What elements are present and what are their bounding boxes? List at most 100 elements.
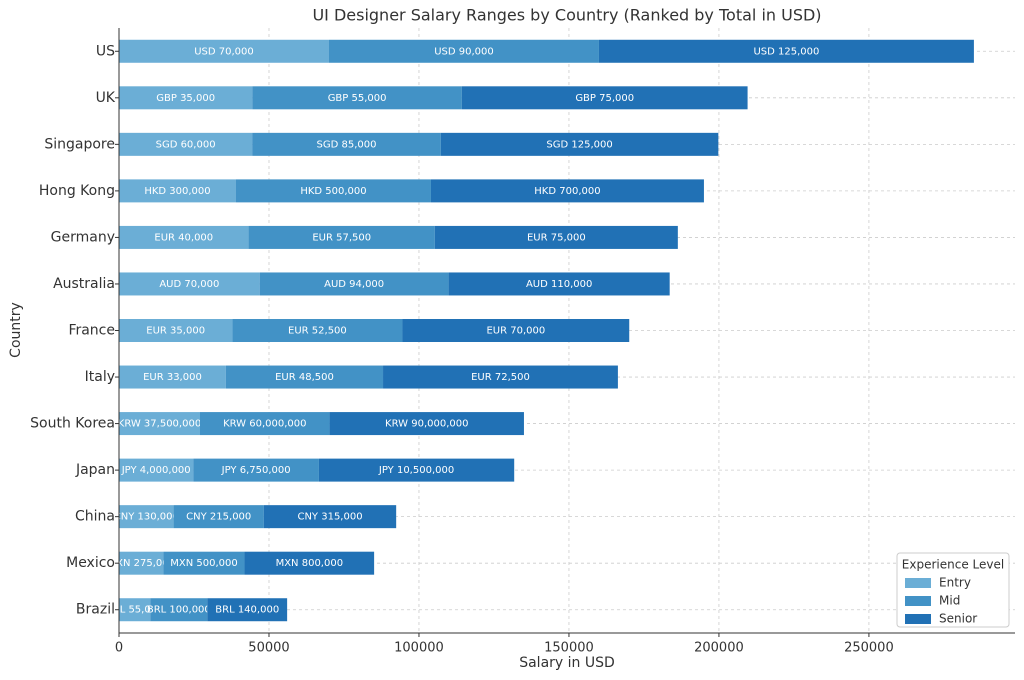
y-tick-label: Brazil: [76, 602, 115, 618]
value-label: HKD 500,000: [300, 186, 366, 197]
value-label: BRL 100,000: [147, 605, 211, 616]
bar-segment: [119, 319, 233, 342]
value-label: USD 125,000: [753, 46, 819, 57]
y-tick-label: US: [96, 43, 115, 59]
bar-segment: [119, 132, 253, 156]
y-tick-label: France: [68, 323, 115, 339]
y-tick-label: Mexico: [66, 555, 115, 571]
legend-box: [896, 552, 1010, 628]
value-label: AUD 94,000: [324, 279, 384, 290]
value-label: SGD 85,000: [317, 139, 377, 150]
bar-segment: [235, 179, 431, 203]
bar-segment: [119, 458, 194, 482]
legend-title: Experience Level: [902, 558, 1004, 572]
y-tick-label: Germany: [51, 229, 115, 245]
bar-segment: [402, 319, 630, 342]
y-tick-label: Hong Kong: [39, 183, 115, 199]
value-label: GBP 55,000: [328, 93, 387, 104]
bar-segment: [263, 505, 397, 529]
x-tick-label: 0: [115, 641, 123, 656]
value-label: CNY 130,000: [114, 512, 179, 523]
value-label: GBP 35,000: [156, 93, 215, 104]
bar-segment: [259, 272, 449, 296]
bar-segment: [328, 39, 599, 63]
value-label: HKD 300,000: [144, 186, 210, 197]
value-label: BRL 140,000: [215, 605, 279, 616]
bar-segment: [193, 458, 319, 482]
value-label: KRW 60,000,000: [223, 419, 306, 430]
y-axis-label: Country: [8, 302, 24, 358]
value-label: EUR 52,500: [288, 326, 347, 337]
bar-segment: [119, 551, 164, 575]
value-label: SGD 60,000: [156, 139, 216, 150]
value-label: AUD 70,000: [159, 279, 219, 290]
bar-segment: [119, 505, 174, 529]
legend: Experience Level Entry Mid Senior: [896, 552, 1010, 628]
bar-segment: [461, 86, 748, 110]
y-tick-label: South Korea: [30, 416, 115, 432]
bar-segment: [430, 179, 704, 203]
value-label: CNY 215,000: [186, 512, 251, 523]
value-label: MXN 500,000: [170, 558, 238, 569]
value-label: KRW 90,000,000: [385, 419, 468, 430]
value-label: BRL 55,000: [106, 605, 164, 616]
bar-segment: [119, 365, 226, 389]
value-label: KRW 37,500,000: [118, 419, 201, 430]
bar-segment: [119, 225, 249, 249]
value-label: USD 70,000: [194, 46, 254, 57]
bar-segment: [119, 598, 151, 622]
x-axis-label: Salary in USD: [519, 655, 615, 671]
value-label: SGD 125,000: [546, 139, 612, 150]
y-tick-label: China: [75, 509, 115, 525]
bar-segment: [119, 39, 329, 63]
bar-segment: [199, 412, 330, 436]
bar-segment: [383, 365, 618, 389]
x-tick-label: 200000: [694, 641, 744, 656]
x-tick-label: 250000: [844, 641, 894, 656]
bar-segment: [252, 86, 462, 110]
value-label: MXN 800,000: [276, 558, 344, 569]
value-label: EUR 72,500: [471, 372, 530, 383]
bar-segment: [329, 412, 524, 436]
y-tick-label: Japan: [75, 462, 115, 478]
bar-segment: [318, 458, 515, 482]
legend-swatch: [905, 596, 931, 606]
bar-segment: [252, 132, 441, 156]
bar-segment: [232, 319, 403, 342]
x-tick-label: 150000: [544, 641, 594, 656]
legend-label: Entry: [939, 576, 971, 590]
value-label: JPY 10,500,000: [378, 465, 454, 476]
value-label: EUR 57,500: [312, 232, 371, 243]
value-label: EUR 75,000: [527, 232, 586, 243]
value-label: MXN 275,000: [108, 558, 176, 569]
value-label: HKD 700,000: [534, 186, 600, 197]
value-label: USD 90,000: [434, 46, 494, 57]
bar-segment: [119, 272, 260, 296]
y-tick-label: UK: [96, 90, 116, 106]
value-label: JPY 6,750,000: [221, 465, 291, 476]
bar-segment: [150, 598, 208, 622]
value-label: EUR 40,000: [154, 232, 213, 243]
legend-label: Mid: [939, 594, 960, 608]
bar-segment: [434, 225, 678, 249]
chart-title: UI Designer Salary Ranges by Country (Ra…: [312, 6, 821, 25]
value-label: CNY 315,000: [297, 512, 362, 523]
bar-segment: [440, 132, 719, 156]
bar-segment: [448, 272, 670, 296]
x-tick-label: 100000: [394, 641, 444, 656]
legend-swatch: [905, 578, 931, 588]
y-tick-label: Singapore: [44, 136, 115, 152]
legend-label: Senior: [939, 612, 977, 626]
value-label: EUR 48,500: [275, 372, 334, 383]
bar-segment: [207, 598, 288, 622]
value-label: EUR 70,000: [486, 326, 545, 337]
bar-segment: [119, 179, 236, 203]
value-label: EUR 35,000: [146, 326, 205, 337]
bar-segment: [163, 551, 245, 575]
y-tick-label: Italy: [85, 369, 115, 385]
bar-segment: [244, 551, 375, 575]
value-label: EUR 33,000: [143, 372, 202, 383]
value-label: JPY 4,000,000: [121, 465, 191, 476]
bars: USD 70,000 USD 90,000 USD 125,000 GBP 35,00…: [106, 39, 974, 622]
